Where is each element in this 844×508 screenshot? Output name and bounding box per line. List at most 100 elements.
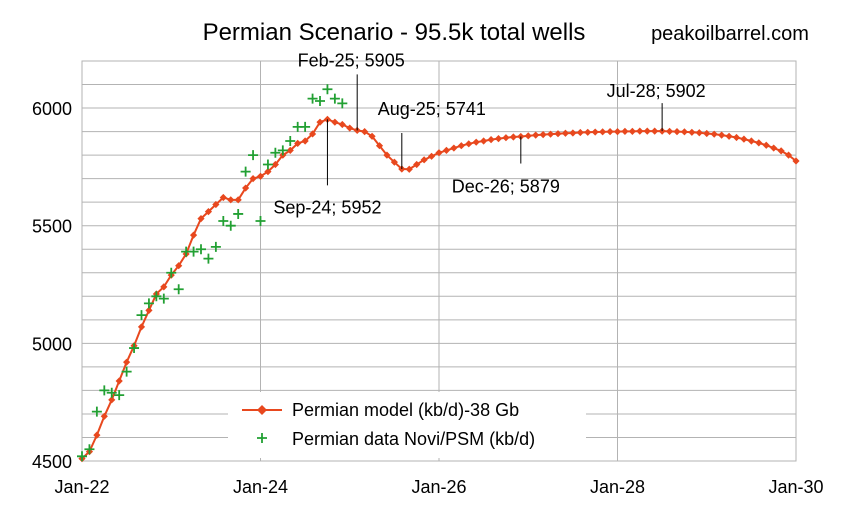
model-point [718, 131, 726, 139]
model-point [242, 184, 250, 192]
plot-area [81, 60, 797, 462]
model-point [450, 144, 458, 152]
data-point [114, 390, 125, 401]
model-point [480, 137, 488, 145]
model-point [494, 135, 503, 143]
x-tick-label: Jan-26 [411, 477, 466, 497]
model-point [331, 118, 339, 126]
model-point [346, 124, 354, 132]
model-point [160, 283, 168, 291]
model-point [740, 135, 748, 143]
model-point [524, 132, 532, 140]
model-point [353, 126, 361, 135]
model-point [651, 127, 659, 135]
model-point [234, 196, 242, 204]
model-point [710, 130, 718, 138]
model-point [532, 131, 540, 139]
model-point [613, 127, 622, 136]
x-axis: Jan-22 Jan-24 Jan-26 Jan-28 Jan-30 [54, 477, 823, 497]
data-point [143, 298, 154, 309]
model-point [204, 207, 213, 216]
annotation-label: Feb-25; 5905 [298, 50, 405, 70]
model-point [189, 231, 198, 239]
data-point [240, 166, 251, 177]
annotation-label: Sep-24; 5952 [273, 197, 381, 217]
data-point [158, 293, 169, 304]
model-point [643, 127, 651, 135]
model-point [584, 128, 592, 136]
model-point [457, 142, 465, 150]
model-point [762, 141, 770, 149]
data-point [84, 444, 95, 455]
model-point [777, 147, 785, 155]
model-point [390, 158, 398, 166]
model-point [301, 137, 309, 145]
data-point [285, 136, 296, 146]
data-point [77, 451, 87, 462]
data-point [136, 310, 147, 321]
model-point [197, 215, 205, 223]
legend: Permian model (kb/d)-38 Gb Permian data … [228, 392, 586, 458]
data-point [173, 284, 184, 295]
y-tick-label: 6000 [32, 99, 72, 119]
model-point [271, 160, 279, 169]
data-point [307, 93, 318, 104]
source-label: peakoilbarrel.com [651, 23, 809, 45]
model-point [145, 306, 153, 315]
model-point [383, 151, 391, 159]
model-point [361, 127, 369, 136]
x-tick-label: Jan-30 [768, 477, 823, 497]
model-point [256, 172, 265, 180]
model-point [249, 175, 257, 183]
model-point [115, 377, 123, 385]
model-point [294, 139, 302, 147]
model-point [502, 134, 510, 142]
model-point [427, 152, 436, 160]
plot-series [77, 84, 800, 463]
model-point [539, 131, 547, 139]
model-point [665, 127, 674, 135]
y-tick-label: 5500 [32, 217, 72, 237]
model-point [286, 146, 294, 155]
data-point [300, 121, 311, 132]
model-point [368, 132, 376, 140]
x-tick-label: Jan-24 [233, 477, 288, 497]
model-point [606, 127, 614, 136]
model-point [108, 396, 116, 404]
model-point [487, 135, 495, 144]
data-point [196, 244, 206, 255]
y-axis: 4500 5000 5500 6000 [32, 99, 72, 472]
model-point [561, 129, 570, 137]
data-point [218, 216, 229, 226]
legend-data-marker [257, 433, 267, 443]
model-point [770, 144, 778, 152]
model-point [599, 128, 607, 136]
model-point [509, 133, 517, 141]
model-point [554, 130, 562, 138]
data-point [329, 93, 340, 104]
data-point [203, 253, 214, 264]
model-point [442, 146, 451, 155]
data-point [262, 159, 273, 170]
data-point [121, 366, 132, 377]
data-point [99, 385, 110, 396]
model-point [576, 128, 584, 137]
model-point [420, 156, 428, 164]
model-point [688, 128, 696, 136]
model-point [792, 157, 800, 165]
model-point [621, 127, 629, 135]
data-point [151, 291, 162, 302]
model-point [546, 130, 555, 138]
model-point [219, 193, 227, 202]
model-point [175, 262, 183, 270]
model-point [100, 412, 108, 420]
model-point [435, 149, 443, 157]
y-tick-label: 4500 [32, 452, 72, 472]
chart-title: Permian Scenario - 95.5k total wells [203, 19, 586, 46]
data-point [337, 98, 348, 109]
data-point [225, 220, 236, 231]
model-point [569, 129, 577, 137]
data-point [255, 216, 266, 226]
model-point [725, 132, 733, 140]
